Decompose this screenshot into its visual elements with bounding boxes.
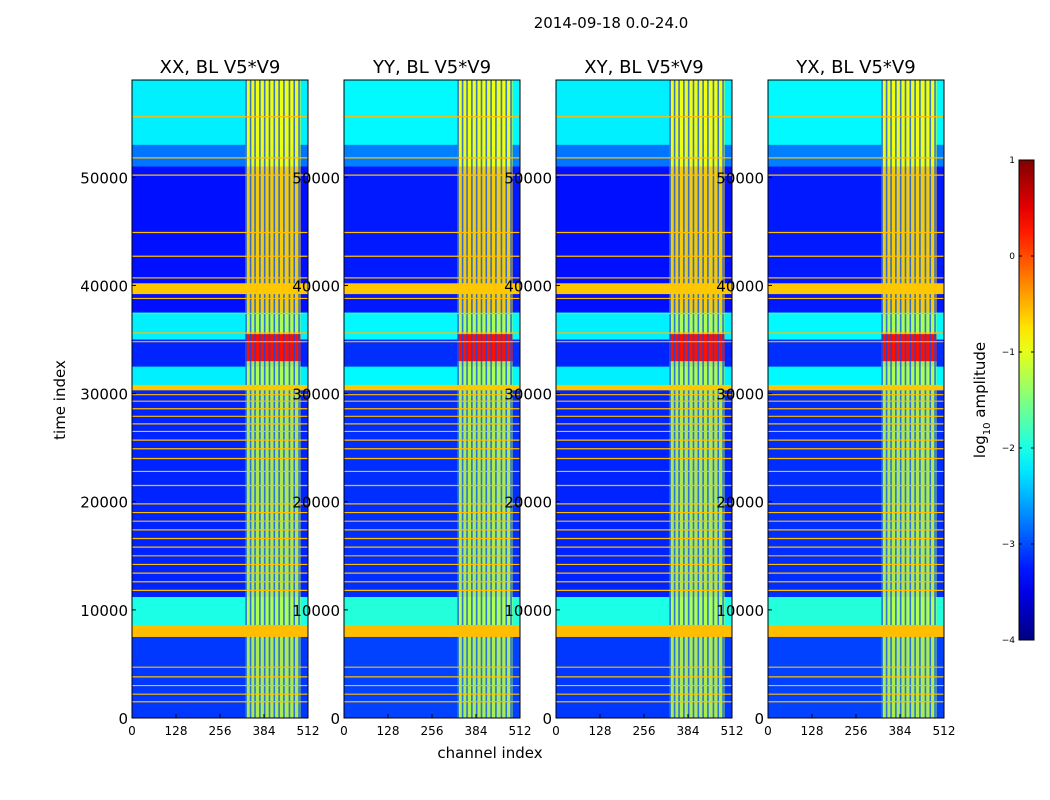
flag-block — [344, 283, 520, 295]
y-tick-label: 0 — [118, 710, 128, 728]
colorbar-label: log10 amplitude — [971, 342, 993, 458]
colorbar-label-sub: 10 — [982, 422, 993, 435]
x-tick-label: 0 — [340, 724, 348, 738]
colorbar-tick-label: 1 — [1009, 156, 1015, 166]
y-tick-label: 20000 — [80, 494, 128, 512]
y-tick-label: 10000 — [292, 602, 340, 620]
y-tick-label: 10000 — [716, 602, 764, 620]
y-tick-label: 50000 — [716, 169, 764, 187]
colorbar-tick-label: −3 — [1002, 540, 1015, 550]
rfi-top — [669, 80, 725, 167]
x-axis-label: channel index — [437, 744, 542, 762]
x-tick-label: 0 — [764, 724, 772, 738]
x-tick-label: 128 — [165, 724, 188, 738]
y-tick-label: 0 — [330, 710, 340, 728]
x-tick-label: 128 — [377, 724, 400, 738]
x-tick-label: 128 — [589, 724, 612, 738]
y-tick-label: 40000 — [504, 277, 552, 295]
x-tick-label: 128 — [801, 724, 824, 738]
flag-block — [556, 283, 732, 295]
x-tick-label: 384 — [677, 724, 700, 738]
x-tick-label: 512 — [933, 724, 956, 738]
x-tick-label: 384 — [465, 724, 488, 738]
heatmap-image — [344, 80, 520, 718]
x-tick-label: 0 — [128, 724, 136, 738]
rfi-peak — [457, 334, 513, 362]
flag-block — [768, 625, 944, 637]
y-tick-label: 50000 — [80, 169, 128, 187]
rfi-peak — [245, 334, 301, 362]
rfi-top — [457, 80, 513, 167]
x-tick-label: 384 — [889, 724, 912, 738]
flag-block — [768, 384, 944, 391]
x-tick-label: 256 — [845, 724, 868, 738]
x-tick-label: 256 — [421, 724, 444, 738]
rfi-peak — [881, 334, 937, 362]
panel-yy: YY, BL V5*V9 0 128 256 384 512 0 10000 20000 3000… — [292, 57, 531, 738]
panel-title: YX, BL V5*V9 — [795, 57, 915, 78]
y-tick-label: 50000 — [292, 169, 340, 187]
flag-block — [344, 625, 520, 637]
figure-title: 2014-09-18 0.0-24.0 — [534, 14, 689, 32]
x-tick-label: 0 — [552, 724, 560, 738]
flag-block — [768, 283, 944, 295]
heatmap-image — [768, 80, 944, 718]
rfi-top — [881, 80, 937, 167]
colorbar: 1 0 −1 −2 −3 −4 — [1002, 156, 1035, 646]
panel-xx: XX, BL V5*V9 0 128 256 384 512 0 10000 20000 3000… — [80, 57, 319, 738]
x-tick-label: 384 — [253, 724, 276, 738]
flag-block — [132, 625, 308, 637]
colorbar-label-rest: amplitude — [971, 342, 989, 423]
panel-xy: XY, BL V5*V9 0 128 256 384 512 0 10000 20000 3000… — [504, 57, 743, 738]
y-tick-label: 30000 — [292, 386, 340, 404]
rfi-top — [245, 80, 301, 167]
y-tick-label: 20000 — [716, 494, 764, 512]
x-tick-label: 512 — [297, 724, 320, 738]
heatmap-image — [132, 80, 308, 718]
x-tick-label: 256 — [633, 724, 656, 738]
colorbar-tick-label: −1 — [1002, 348, 1015, 358]
y-tick-label: 10000 — [504, 602, 552, 620]
y-tick-label: 30000 — [716, 386, 764, 404]
rfi-peak — [669, 334, 725, 362]
y-tick-label: 30000 — [80, 386, 128, 404]
y-tick-label: 0 — [542, 710, 552, 728]
flag-block — [132, 283, 308, 295]
y-tick-label: 20000 — [504, 494, 552, 512]
x-tick-label: 512 — [509, 724, 532, 738]
y-tick-label: 20000 — [292, 494, 340, 512]
y-tick-label: 50000 — [504, 169, 552, 187]
y-tick-label: 40000 — [716, 277, 764, 295]
heatmap-image — [556, 80, 732, 718]
y-tick-label: 0 — [754, 710, 764, 728]
colorbar-tick-label: −4 — [1002, 636, 1016, 646]
y-axis-label: time index — [51, 360, 69, 440]
panel-title: YY, BL V5*V9 — [372, 57, 491, 78]
x-tick-label: 512 — [721, 724, 744, 738]
flag-block — [132, 384, 308, 391]
panels: XX, BL V5*V9 0 128 256 384 512 0 10000 20000 3000… — [80, 57, 955, 738]
panel-title: XY, BL V5*V9 — [584, 57, 703, 78]
flag-block — [344, 384, 520, 391]
panel-title: XX, BL V5*V9 — [160, 57, 281, 78]
flag-block — [556, 384, 732, 391]
colorbar-tick-label: −2 — [1002, 444, 1015, 454]
y-tick-label: 10000 — [80, 602, 128, 620]
x-tick-label: 256 — [209, 724, 232, 738]
y-tick-label: 40000 — [292, 277, 340, 295]
flag-block — [556, 625, 732, 637]
panel-yx: YX, BL V5*V9 0 128 256 384 512 0 10000 20000 3000… — [716, 57, 955, 738]
y-tick-label: 30000 — [504, 386, 552, 404]
colorbar-label-base: log — [971, 435, 989, 458]
colorbar-tick-label: 0 — [1009, 252, 1015, 262]
y-tick-label: 40000 — [80, 277, 128, 295]
colorbar-gradient — [1018, 159, 1035, 641]
